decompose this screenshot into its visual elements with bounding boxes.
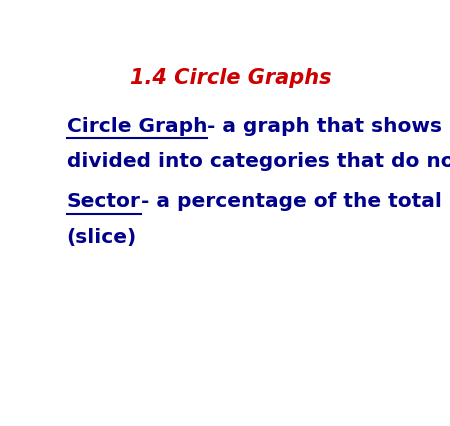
Text: Circle Graph: Circle Graph (67, 117, 207, 136)
Text: divided into categories that do not overlap.: divided into categories that do not over… (67, 152, 450, 171)
Text: Sector: Sector (67, 192, 140, 211)
Text: - a percentage of the total number of data.: - a percentage of the total number of da… (140, 192, 450, 211)
Text: - a graph that shows how data is: - a graph that shows how data is (207, 117, 450, 136)
Text: (slice): (slice) (67, 227, 137, 247)
Text: 1.4 Circle Graphs: 1.4 Circle Graphs (130, 67, 331, 87)
